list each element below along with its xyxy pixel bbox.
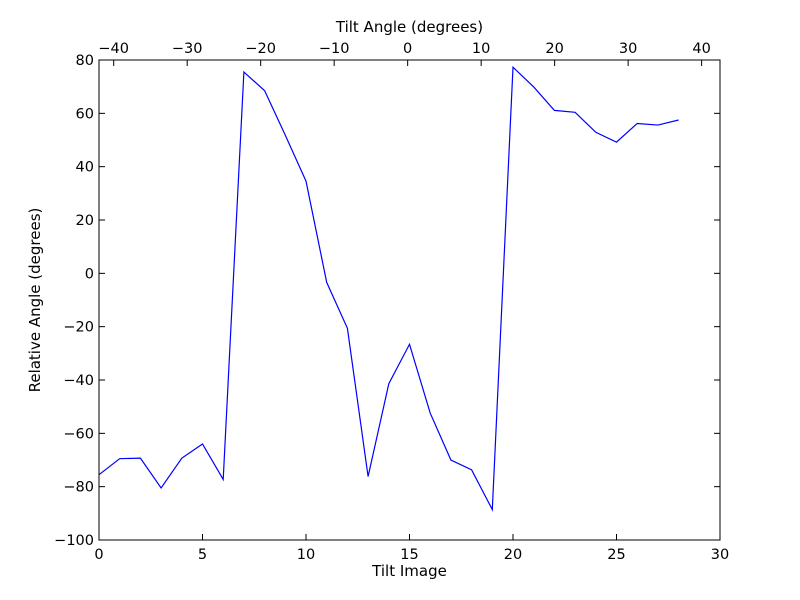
top-tick-label-4: 0 xyxy=(403,41,412,57)
y-tick-label-1: −80 xyxy=(63,480,94,496)
x-tick-label-6: 30 xyxy=(711,547,729,563)
x-axis-label: Tilt Image xyxy=(371,562,447,580)
top-x-axis-label: Tilt Angle (degrees) xyxy=(335,18,483,36)
top-tick-label-8: 40 xyxy=(692,41,710,57)
x-tick-label-4: 20 xyxy=(504,547,522,563)
y-tick-label-0: −100 xyxy=(54,533,94,549)
x-tick-label-3: 15 xyxy=(400,547,418,563)
axes-frame xyxy=(98,59,721,541)
top-tick-label-2: −20 xyxy=(245,41,276,57)
top-tick-label-0: −40 xyxy=(98,41,129,57)
y-tick-label-9: 80 xyxy=(76,53,94,69)
top-tick-label-6: 20 xyxy=(545,41,563,57)
y-tick-label-2: −60 xyxy=(63,426,94,442)
y-tick-label-6: 20 xyxy=(76,213,94,229)
x-tick-label-1: 5 xyxy=(198,547,207,563)
y-tick-label-4: −20 xyxy=(63,320,94,336)
top-tick-label-7: 30 xyxy=(619,41,637,57)
plot-area xyxy=(98,65,679,512)
x-tick-label-2: 10 xyxy=(297,547,315,563)
x-tick-label-5: 25 xyxy=(607,547,625,563)
x-tick-label-0: 0 xyxy=(94,547,103,563)
y-tick-label-8: 60 xyxy=(76,106,94,122)
ticks: 0 5 10 15 20 25 30−100−80−60−40−20020406080−40… xyxy=(54,41,729,563)
top-tick-label-1: −30 xyxy=(172,41,203,57)
top-tick-label-3: −10 xyxy=(319,41,350,57)
y-tick-label-3: −40 xyxy=(63,373,94,389)
top-tick-label-5: 10 xyxy=(472,41,490,57)
series-line-0 xyxy=(98,65,679,512)
y-tick-label-7: 40 xyxy=(76,160,94,176)
y-axis-label: Relative Angle (degrees) xyxy=(26,208,44,393)
y-tick-label-5: 0 xyxy=(85,266,94,282)
